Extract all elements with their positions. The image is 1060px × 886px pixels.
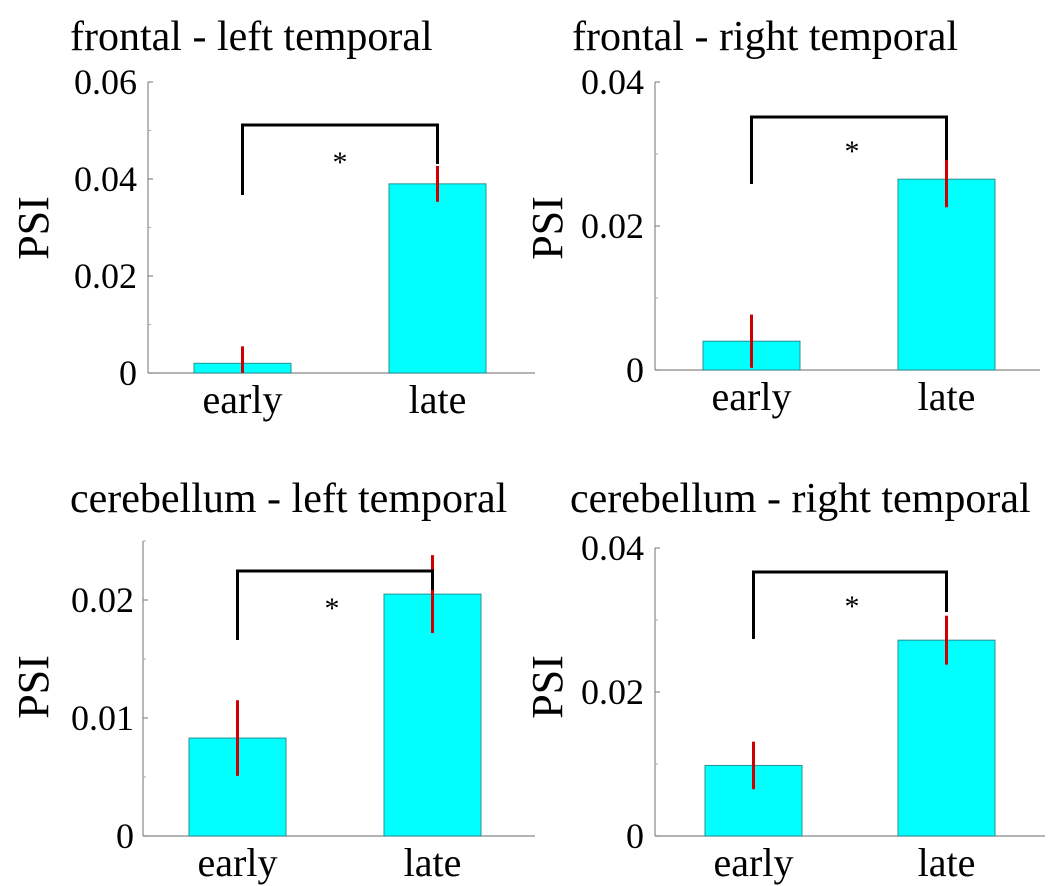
y-axis-label: PSI bbox=[523, 196, 572, 260]
significance-bracket bbox=[241, 123, 439, 195]
bar-late bbox=[897, 178, 996, 371]
y-axis-label: PSI bbox=[523, 655, 572, 719]
chart-title: frontal - left temporal bbox=[70, 14, 433, 60]
chart-title: cerebellum - left temporal bbox=[70, 476, 507, 522]
bar-late bbox=[383, 593, 482, 837]
bar-late bbox=[897, 639, 996, 837]
significance-marker: * bbox=[325, 592, 340, 625]
chart-panel-1: frontal - left temporal PSI 0 0.02 0.04 0.06 e… bbox=[9, 14, 535, 422]
y-tick-label: 0 bbox=[626, 350, 644, 390]
chart-title: cerebellum - right temporal bbox=[570, 476, 1031, 522]
significance-bracket bbox=[750, 115, 948, 184]
y-tick-label: 0 bbox=[116, 816, 134, 856]
bar-late bbox=[388, 183, 487, 374]
y-tick-label: 0.04 bbox=[581, 528, 644, 568]
y-tick-label: 0.02 bbox=[71, 580, 134, 620]
significance-bracket bbox=[752, 570, 948, 639]
x-tick-label: early bbox=[203, 377, 283, 422]
x-tick-label: early bbox=[714, 840, 794, 885]
significance-bracket bbox=[236, 569, 434, 640]
x-tick-label: late bbox=[409, 377, 467, 422]
significance-marker: * bbox=[333, 146, 348, 179]
x-tick-label: late bbox=[404, 840, 462, 885]
x-tick-label: early bbox=[198, 840, 278, 885]
significance-marker: * bbox=[845, 135, 860, 168]
y-tick-label: 0.02 bbox=[581, 672, 644, 712]
chart-panel-4: cerebellum - right temporal PSI 0 0.02 0.04 e… bbox=[523, 476, 1045, 885]
chart-panel-3: cerebellum - left temporal PSI 0 0.01 0.02 ea… bbox=[9, 476, 535, 885]
x-tick-label: early bbox=[712, 374, 792, 419]
y-tick-label: 0 bbox=[119, 353, 137, 393]
y-axis-label: PSI bbox=[9, 655, 58, 719]
chart-panel-2: frontal - right temporal PSI 0 0.02 0.04 earl… bbox=[523, 14, 1040, 419]
y-tick-label: 0.02 bbox=[74, 256, 137, 296]
y-tick-label: 0.02 bbox=[581, 206, 644, 246]
x-tick-label: late bbox=[918, 840, 976, 885]
y-tick-label: 0.04 bbox=[581, 62, 644, 102]
y-tick-label: 0 bbox=[626, 816, 644, 856]
significance-marker: * bbox=[845, 590, 860, 623]
y-tick-label: 0.01 bbox=[71, 698, 134, 738]
y-axis-label: PSI bbox=[9, 196, 58, 260]
x-tick-label: late bbox=[918, 374, 976, 419]
chart-title: frontal - right temporal bbox=[572, 14, 958, 60]
y-tick-label: 0.06 bbox=[74, 62, 137, 102]
y-tick-label: 0.04 bbox=[74, 159, 137, 199]
